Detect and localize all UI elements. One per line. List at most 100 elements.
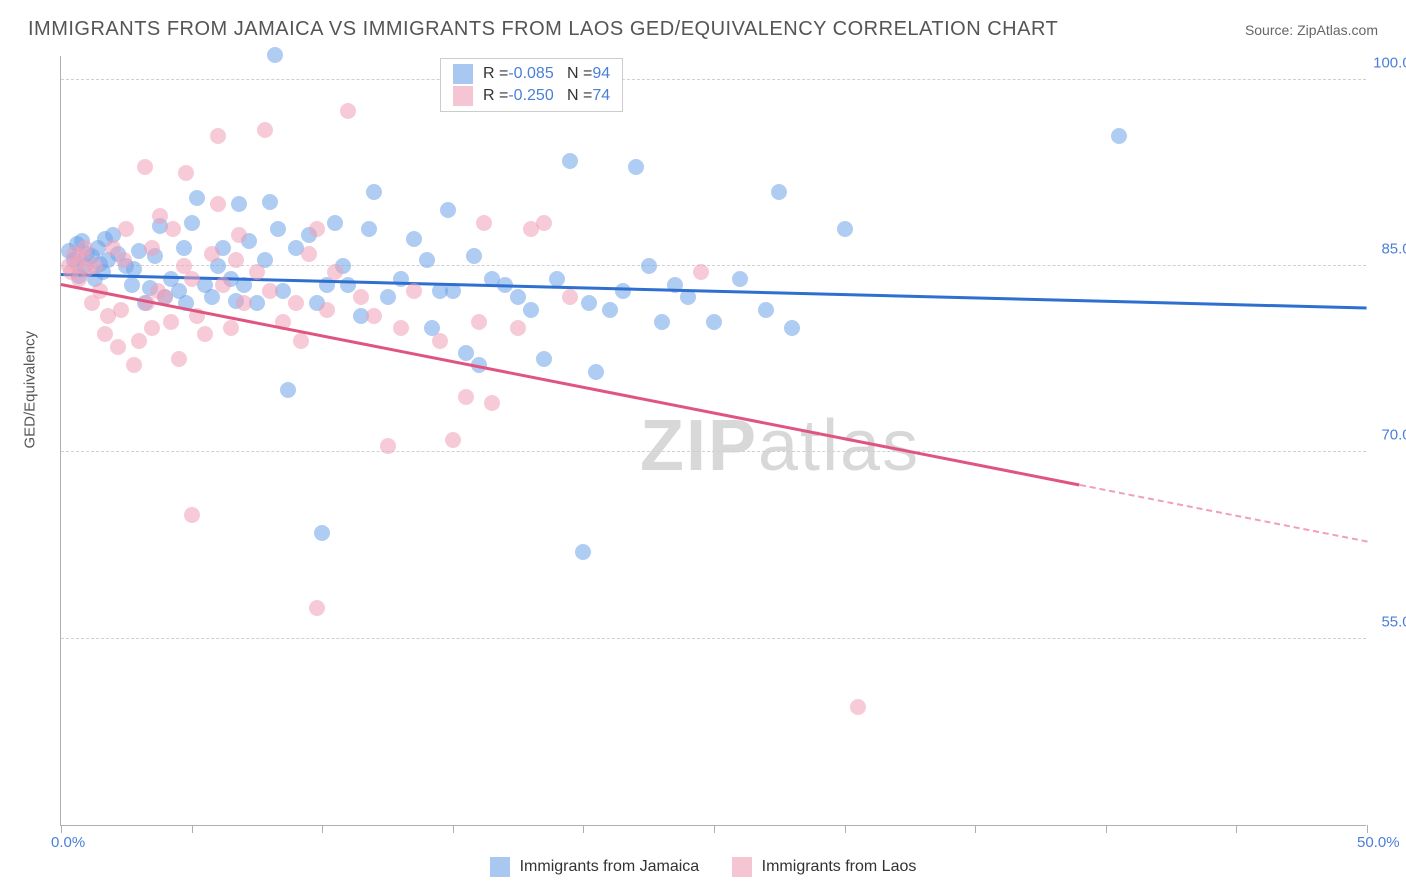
point-laos bbox=[293, 333, 309, 349]
point-jamaica bbox=[581, 295, 597, 311]
stat-legend-box: R = -0.085 N = 94 R = -0.250 N = 74 bbox=[440, 58, 623, 112]
point-laos bbox=[113, 302, 129, 318]
x-tick bbox=[714, 825, 715, 833]
swatch-jamaica bbox=[453, 64, 473, 84]
x-tick bbox=[1106, 825, 1107, 833]
point-jamaica bbox=[280, 382, 296, 398]
point-laos bbox=[204, 246, 220, 262]
y-tick-label: 85.0% bbox=[1381, 241, 1406, 258]
point-laos bbox=[406, 283, 422, 299]
point-jamaica bbox=[270, 221, 286, 237]
point-jamaica bbox=[588, 364, 604, 380]
point-laos bbox=[340, 103, 356, 119]
x-tick bbox=[192, 825, 193, 833]
point-jamaica bbox=[380, 289, 396, 305]
gridline bbox=[61, 451, 1366, 452]
swatch-jamaica-bottom bbox=[490, 857, 510, 877]
point-jamaica bbox=[758, 302, 774, 318]
point-laos bbox=[87, 258, 103, 274]
y-tick-label: 55.0% bbox=[1381, 613, 1406, 630]
chart-plot-area: 55.0%70.0%85.0%100.0%0.0%50.0% bbox=[60, 56, 1366, 826]
x-tick bbox=[61, 825, 62, 833]
swatch-laos-bottom bbox=[732, 857, 752, 877]
point-laos bbox=[137, 159, 153, 175]
point-jamaica bbox=[440, 202, 456, 218]
x-tick bbox=[453, 825, 454, 833]
point-jamaica bbox=[184, 215, 200, 231]
source-label: Source: ZipAtlas.com bbox=[1245, 22, 1378, 38]
point-laos bbox=[210, 196, 226, 212]
point-laos bbox=[171, 351, 187, 367]
point-laos bbox=[116, 252, 132, 268]
point-laos bbox=[126, 357, 142, 373]
point-laos bbox=[77, 240, 93, 256]
point-jamaica bbox=[406, 231, 422, 247]
stat-n-label: N = bbox=[554, 87, 593, 105]
point-laos bbox=[484, 395, 500, 411]
point-laos bbox=[850, 699, 866, 715]
point-jamaica bbox=[327, 215, 343, 231]
gridline bbox=[61, 79, 1366, 80]
point-laos bbox=[471, 314, 487, 330]
point-jamaica bbox=[466, 248, 482, 264]
point-laos bbox=[309, 221, 325, 237]
point-laos bbox=[476, 215, 492, 231]
point-jamaica bbox=[706, 314, 722, 330]
x-tick bbox=[975, 825, 976, 833]
point-laos bbox=[366, 308, 382, 324]
x-tick bbox=[1367, 825, 1368, 833]
point-laos bbox=[536, 215, 552, 231]
point-laos bbox=[144, 240, 160, 256]
point-laos bbox=[144, 320, 160, 336]
gridline bbox=[61, 638, 1366, 639]
point-laos bbox=[236, 295, 252, 311]
point-jamaica bbox=[784, 320, 800, 336]
point-laos bbox=[380, 438, 396, 454]
point-jamaica bbox=[628, 159, 644, 175]
point-jamaica bbox=[536, 351, 552, 367]
point-laos bbox=[288, 295, 304, 311]
point-laos bbox=[231, 227, 247, 243]
point-jamaica bbox=[654, 314, 670, 330]
point-laos bbox=[165, 221, 181, 237]
legend-item-jamaica: Immigrants from Jamaica bbox=[490, 857, 700, 877]
point-jamaica bbox=[510, 289, 526, 305]
point-jamaica bbox=[267, 47, 283, 63]
stat-n-jamaica: 94 bbox=[592, 65, 610, 83]
point-jamaica bbox=[314, 525, 330, 541]
point-laos bbox=[184, 507, 200, 523]
point-jamaica bbox=[124, 277, 140, 293]
point-jamaica bbox=[732, 271, 748, 287]
point-laos bbox=[353, 289, 369, 305]
x-tick bbox=[845, 825, 846, 833]
point-laos bbox=[152, 208, 168, 224]
point-laos bbox=[249, 264, 265, 280]
point-laos bbox=[131, 333, 147, 349]
point-laos bbox=[301, 246, 317, 262]
point-jamaica bbox=[1111, 128, 1127, 144]
point-jamaica bbox=[361, 221, 377, 237]
point-laos bbox=[393, 320, 409, 336]
stat-row-laos: R = -0.250 N = 74 bbox=[441, 85, 622, 107]
point-laos bbox=[445, 432, 461, 448]
point-laos bbox=[327, 264, 343, 280]
legend-label-jamaica: Immigrants from Jamaica bbox=[520, 858, 700, 876]
x-tick bbox=[583, 825, 584, 833]
point-jamaica bbox=[340, 277, 356, 293]
stat-row-jamaica: R = -0.085 N = 94 bbox=[441, 63, 622, 85]
point-jamaica bbox=[771, 184, 787, 200]
point-jamaica bbox=[523, 302, 539, 318]
point-laos bbox=[262, 283, 278, 299]
point-laos bbox=[693, 264, 709, 280]
point-laos bbox=[197, 326, 213, 342]
trend-laos bbox=[1079, 484, 1367, 543]
point-jamaica bbox=[189, 190, 205, 206]
point-laos bbox=[223, 320, 239, 336]
point-laos bbox=[510, 320, 526, 336]
point-jamaica bbox=[458, 345, 474, 361]
swatch-laos bbox=[453, 86, 473, 106]
point-laos bbox=[210, 128, 226, 144]
stat-r-jamaica: -0.085 bbox=[508, 65, 553, 83]
point-jamaica bbox=[837, 221, 853, 237]
y-axis-label: GED/Equivalency bbox=[22, 331, 39, 449]
